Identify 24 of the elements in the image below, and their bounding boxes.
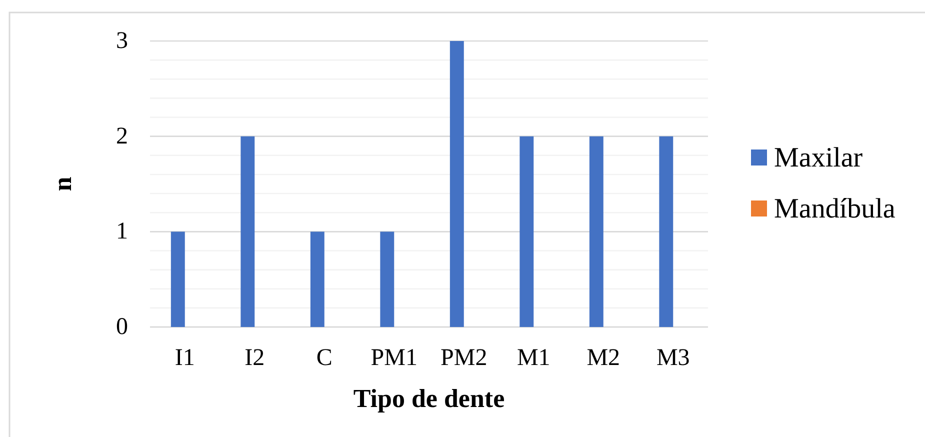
x-tick-label: I2 — [244, 345, 265, 371]
y-tick-label: 1 — [116, 218, 128, 245]
bar — [520, 136, 534, 327]
bar — [589, 136, 604, 327]
bar — [380, 232, 394, 327]
bar — [450, 41, 464, 327]
y-tick-label: 0 — [116, 314, 128, 340]
x-tick-label: M2 — [586, 345, 620, 371]
legend-label: Mandíbula — [774, 193, 896, 224]
bar — [170, 232, 185, 327]
y-tick-label: 3 — [116, 28, 128, 54]
x-tick-label: M3 — [656, 345, 690, 371]
bar — [659, 136, 674, 327]
x-tick-label: PM1 — [370, 345, 418, 371]
x-axis-title: Tipo de dente — [353, 384, 505, 413]
x-tick-label: C — [316, 345, 332, 371]
bar — [240, 136, 255, 327]
x-tick-label: I1 — [174, 345, 195, 371]
y-tick-label: 2 — [116, 123, 128, 150]
x-tick-label: PM2 — [440, 345, 488, 371]
x-tick-label: M1 — [516, 345, 550, 371]
bar — [310, 232, 324, 327]
legend-label: Maxilar — [774, 142, 864, 173]
y-axis-title: n — [48, 176, 76, 192]
